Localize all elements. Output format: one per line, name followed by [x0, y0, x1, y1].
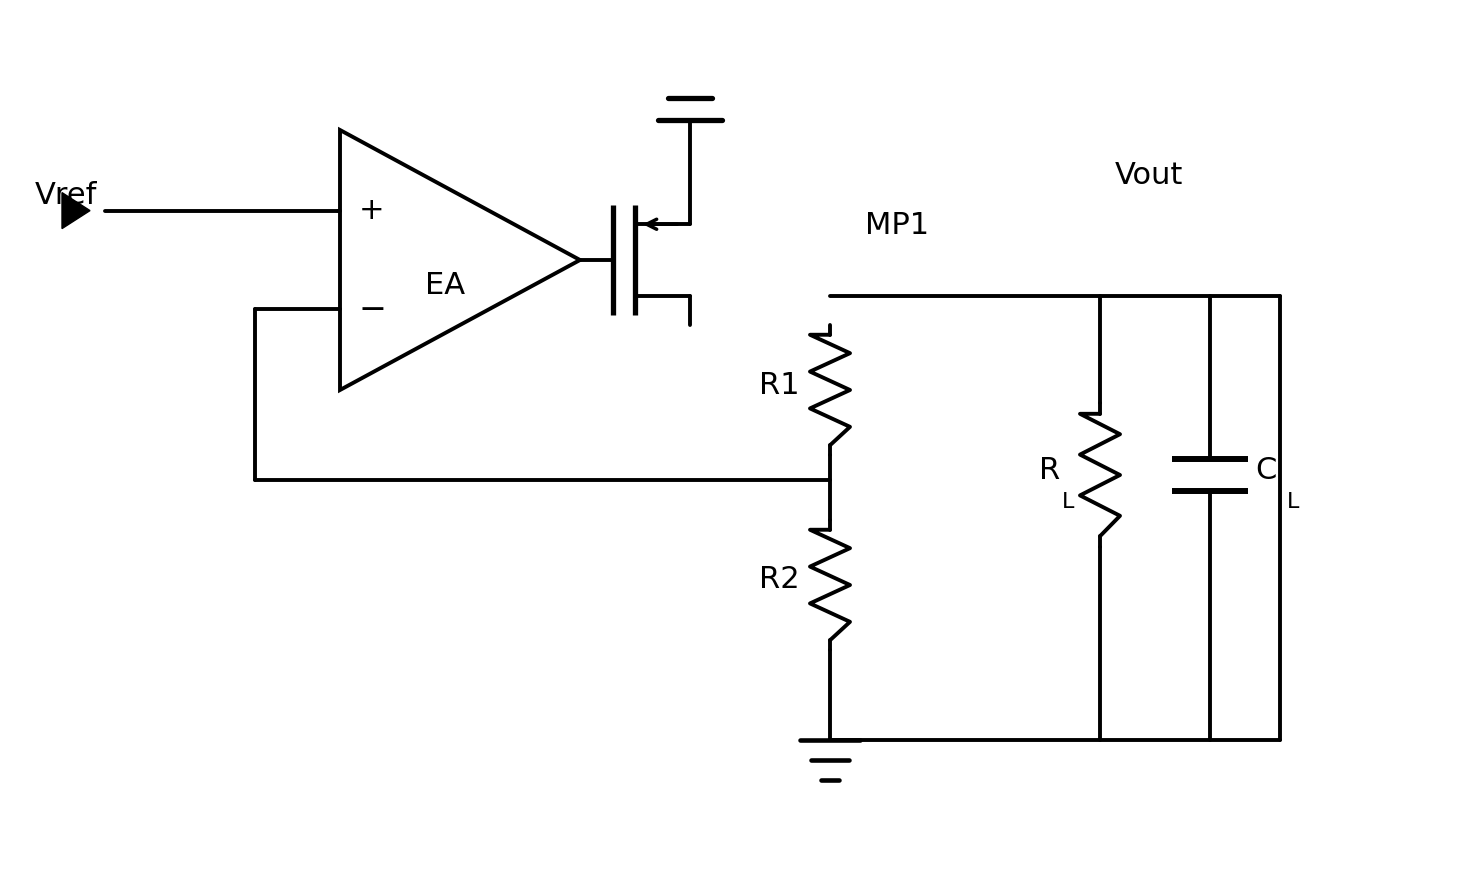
Text: +: + — [360, 196, 385, 225]
Text: −: − — [358, 293, 386, 326]
Text: R2: R2 — [759, 565, 800, 595]
Text: C: C — [1254, 456, 1276, 484]
Text: MP1: MP1 — [865, 211, 930, 239]
Text: Vref: Vref — [35, 181, 98, 209]
Polygon shape — [63, 192, 90, 229]
Text: EA: EA — [425, 271, 465, 300]
Text: R: R — [1039, 456, 1061, 484]
Text: L: L — [1062, 492, 1074, 512]
Text: Vout: Vout — [1115, 160, 1183, 190]
Text: R1: R1 — [759, 370, 800, 400]
Text: L: L — [1287, 492, 1300, 512]
